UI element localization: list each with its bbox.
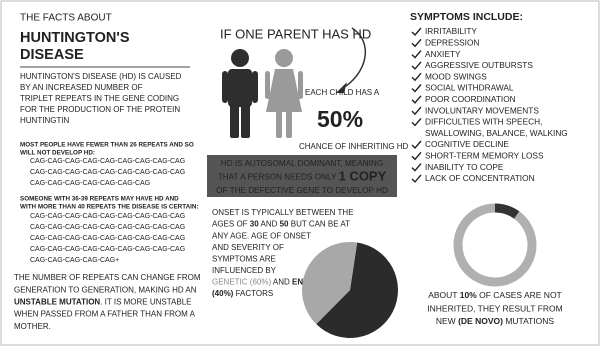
dominant-line: HD IS AUTOSOMAL DOMINANT, MEANING [221,159,383,168]
onset-line: (40%) FACTORS [212,289,273,298]
parent-heading: IF ONE PARENT HAS HD [220,26,371,41]
symptom: ANXIETY [425,49,461,59]
dominant-line-part: THAT A PERSON NEEDS ONLY [218,173,339,182]
mother-icon [265,49,303,138]
check-icon [411,95,422,104]
cag-line: CAG-CAG-CAG-CAG-CAG+ [30,257,119,264]
novo-line: NEW (DE NOVO) MUTATIONS [436,316,555,326]
unstable-line: THE NUMBER OF REPEATS CAN CHANGE FROM [14,273,201,282]
symptom: LACK OF CONCENTRATION [425,173,535,183]
intro-line: HUNTINGTIN [20,116,70,125]
unstable-line-part: . IT IS MORE UNSTABLE [100,298,191,307]
pie-slice [301,242,358,325]
check-icon [411,163,422,172]
symptom: SHORT-TERM MEMORY LOSS [425,150,544,160]
check-icon [411,140,422,150]
onset-line-part: BUT CAN BE AT [289,220,351,229]
dominant-line-big: 1 COPY [339,169,387,184]
symptom: DIFFICULTIES WITH SPEECH, [425,117,542,127]
affected-heading: SOMEONE WITH 36-39 REPEATS MAY HAVE HD A… [20,196,179,203]
cag-line: CAG-CAG-CAG-CAG-CAG-CAG-CAG-CAG-CAG [30,224,185,231]
title: DISEASE [20,47,84,63]
symptom: IRRITABILITY [425,26,477,36]
percent: 50% [317,106,363,132]
onset-line-part: FACTORS [233,289,273,298]
symptom: INABILITY TO COPE [425,162,504,172]
onset-line-bold: 50 [280,220,289,229]
novo-line: INHERITED, THEY RESULT FROM [427,303,562,313]
pie-slice [316,242,398,338]
onset-line-bold: (40%) [212,289,234,298]
child-text: EACH CHILD HAS A [305,88,380,97]
check-icon [411,38,422,48]
intro-line: BY AN INCREASED NUMBER OF [20,83,143,92]
symptom: AGGRESSIVE OUTBURSTS [425,60,533,70]
check-icon [411,106,422,116]
onset-line: ONSET IS TYPICALLY BETWEEN THE [212,208,354,217]
onset-line: SYMPTOMS ARE [212,255,276,264]
normal-heading: MOST PEOPLE HAVE FEWER THAN 26 REPEATS A… [20,142,194,149]
novo-line: ABOUT 10% OF CASES ARE NOT [428,290,562,300]
header-pre: THE FACTS ABOUT [20,13,112,24]
novo-line-part: ABOUT [428,290,460,300]
cag-line: CAG-CAG-CAG-CAG-CAG-CAG-CAG-CAG-CAG [30,169,185,176]
donut-segment [453,203,537,287]
onset-line: ANY AGE. AGE OF ONSET [212,231,311,240]
onset-line-part: AGES OF [212,220,250,229]
unstable-line-bold: UNSTABLE MUTATION [14,298,100,307]
check-icon [411,84,422,93]
arrow [339,27,367,91]
intro-line: TRIPLET REPEATS IN THE GENE CODING [20,94,179,103]
check-icon [411,151,422,161]
cag-line: CAG-CAG-CAG-CAG-CAG-CAG-CAG [30,180,150,187]
check-icon [411,61,422,70]
chance-text: CHANCE OF INHERITING HD [299,142,409,151]
unstable-line: MOTHER. [14,322,51,331]
novo-line-part: MUTATIONS [503,316,554,326]
intro-line: HUNTINGTON'S DISEASE (HD) IS CAUSED [20,72,182,81]
novo-line-part: OF CASES ARE NOT [477,290,562,300]
novo-line-bold: (DE NOVO) [458,316,503,326]
intro-line: FOR THE PRODUCTION OF THE PROTEIN [20,105,180,114]
symptoms-heading: SYMPTOMS INCLUDE: [410,11,523,23]
check-icon [411,117,422,127]
dominant-box [207,155,397,197]
cag-line: CAG-CAG-CAG-CAG-CAG-CAG-CAG-CAG-CAG [30,158,185,165]
unstable-line: UNSTABLE MUTATION. IT IS MORE UNSTABLE [14,298,192,307]
check-icon [411,174,422,183]
symptom: SOCIAL WITHDRAWAL [425,83,514,93]
onset-line-gray: GENETIC (60%) [212,278,271,287]
father-icon [222,49,258,138]
cag-line: CAG-CAG-CAG-CAG-CAG-CAG-CAG-CAG-CAG [30,246,185,253]
symptom: SWALLOWING, BALANCE, WALKING [425,128,568,138]
onset-line: INFLUENCED BY [212,266,277,275]
check-icon [411,72,422,82]
novo-line-part: NEW [436,316,458,326]
symptom: MOOD SWINGS [425,71,487,81]
dominant-line: OF THE DEFECTIVE GENE TO DEVELOP HD [216,186,388,195]
dominant-line: THAT A PERSON NEEDS ONLY 1 COPY [218,169,387,184]
symptom: INVOLUNTARY MOVEMENTS [425,105,539,115]
check-icon [411,27,422,37]
symptom: DEPRESSION [425,37,479,47]
unstable-line: WHEN PASSED FROM A FATHER THAN FROM A [14,310,196,319]
cag-line: CAG-CAG-CAG-CAG-CAG-CAG-CAG-CAG-CAG [30,213,185,220]
cag-line: CAG-CAG-CAG-CAG-CAG-CAG-CAG-CAG-CAG [30,235,185,242]
symptom: COGNITIVE DECLINE [425,139,509,149]
onset-line-part: AND [271,278,292,287]
onset-line-bold: 30 [250,220,259,229]
affected-heading: WITH MORE THAN 40 REPEATS THE DISEASE IS… [20,204,199,211]
symptom: POOR COORDINATION [425,94,516,104]
onset-line: AGES OF 30 AND 50 BUT CAN BE AT [212,220,350,229]
novo-line-bold: 10% [460,290,477,300]
normal-heading: WILL NOT DEVELOP HD: [20,150,95,157]
onset-line: AND SEVERITY OF [212,243,284,252]
onset-line-part: AND [259,220,280,229]
check-icon [411,50,422,59]
arrow-head [336,82,347,93]
donut-segment [494,203,520,219]
title: HUNTINGTON'S [20,30,130,46]
unstable-line: GENERATION TO GENERATION, MAKING HD AN [14,285,197,294]
